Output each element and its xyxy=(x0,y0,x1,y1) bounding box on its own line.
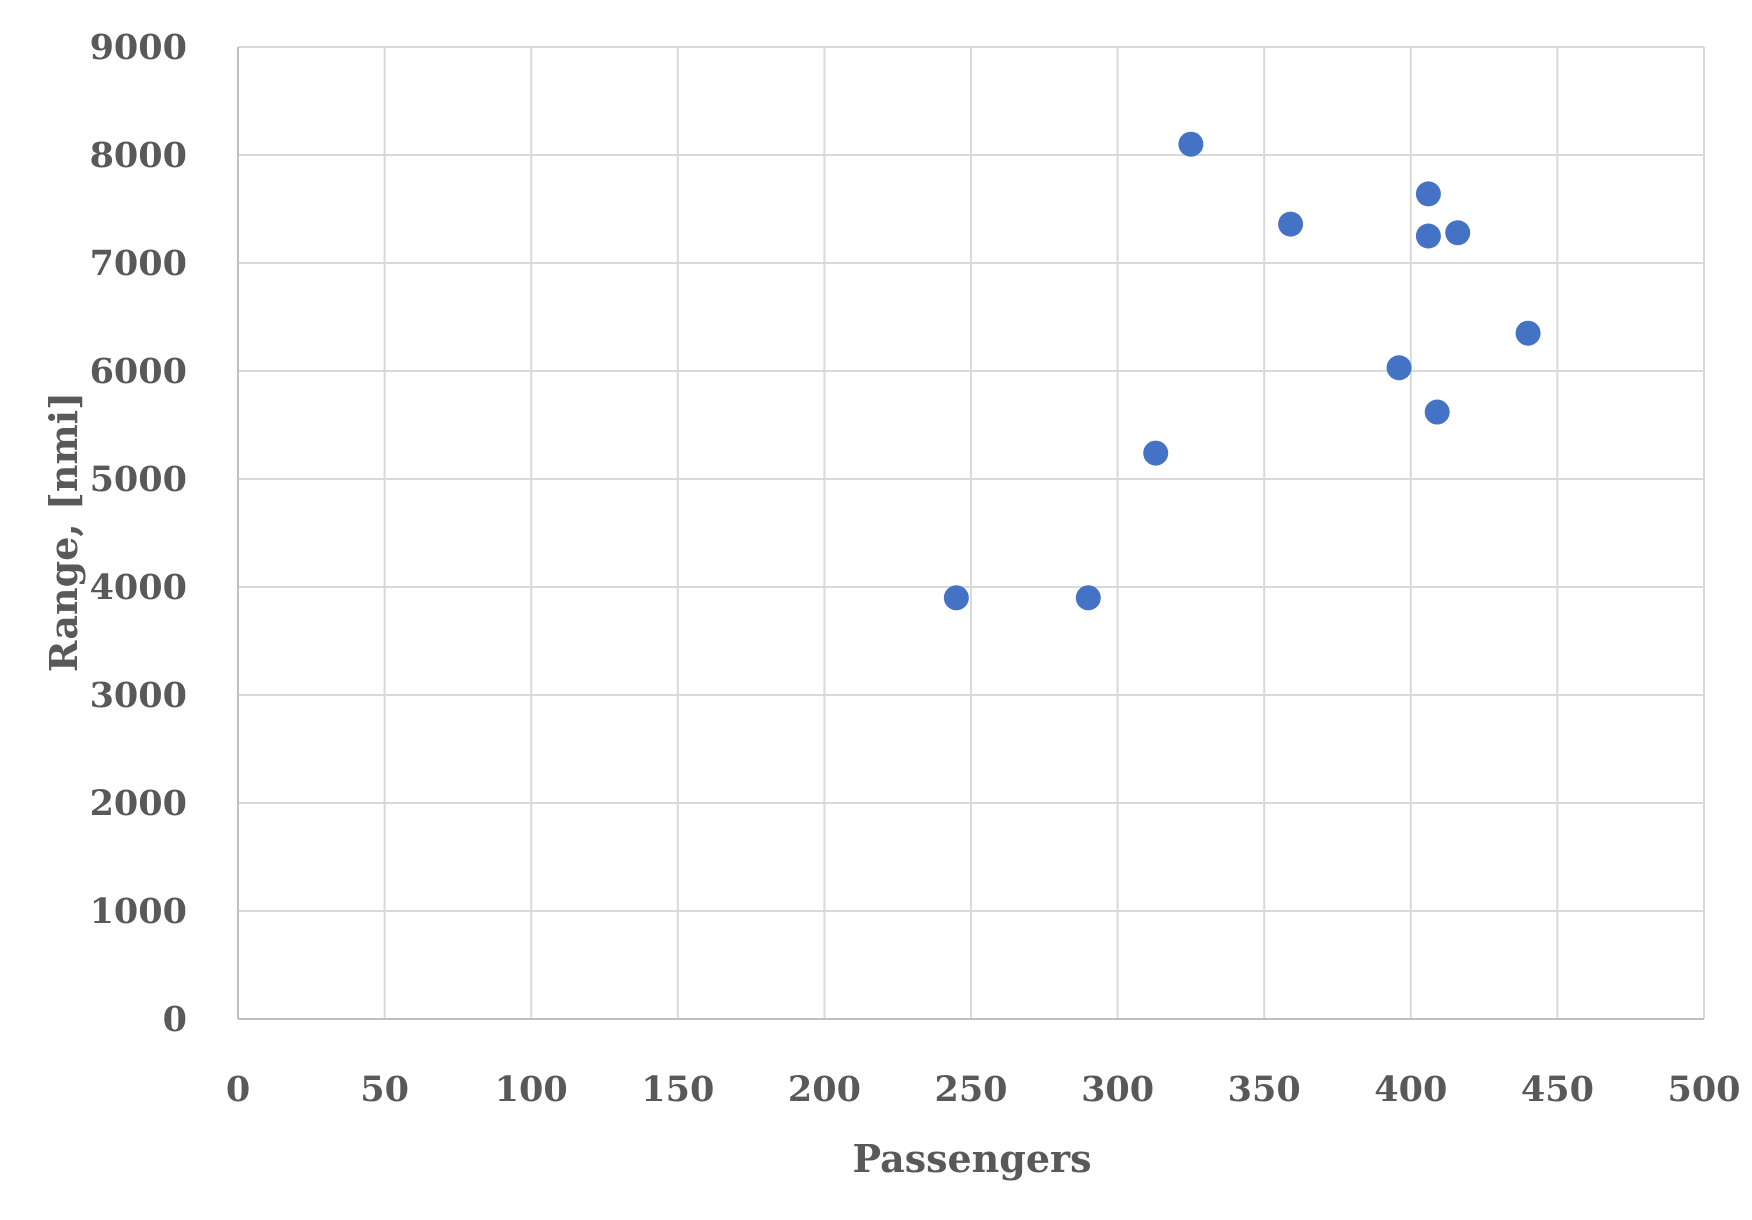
y-tick-label: 8000 xyxy=(90,135,187,176)
x-tick-labels: 0 50 100 150 200 250 300 350 400 450 500 xyxy=(226,1069,1741,1110)
data-point xyxy=(1178,131,1204,157)
y-tick-label: 5000 xyxy=(90,459,187,500)
y-tick-label: 7000 xyxy=(90,243,187,284)
x-tick-label: 400 xyxy=(1374,1069,1447,1110)
data-point xyxy=(1415,181,1441,207)
x-tick-label: 250 xyxy=(934,1069,1007,1110)
x-tick-label: 0 xyxy=(226,1069,250,1110)
x-tick-label: 350 xyxy=(1228,1069,1301,1110)
y-tick-label: 9000 xyxy=(90,27,187,68)
y-tick-labels: 0 1000 2000 3000 4000 5000 6000 7000 8000 9000 xyxy=(90,27,187,1040)
y-axis-title: Range, [nmi] xyxy=(41,392,86,672)
axes xyxy=(237,47,1704,1020)
y-tick-label: 3000 xyxy=(90,675,187,716)
x-tick-label: 200 xyxy=(788,1069,861,1110)
x-tick-label: 300 xyxy=(1081,1069,1154,1110)
x-tick-label: 50 xyxy=(360,1069,409,1110)
x-tick-label: 100 xyxy=(495,1069,568,1110)
data-point xyxy=(1415,223,1441,249)
data-point xyxy=(1515,320,1541,346)
data-point xyxy=(1386,355,1412,381)
data-point xyxy=(1445,220,1471,246)
y-tick-label: 6000 xyxy=(90,351,187,392)
x-tick-label: 500 xyxy=(1667,1069,1740,1110)
data-point xyxy=(1143,440,1169,466)
x-axis-title: Passengers xyxy=(853,1136,1092,1181)
data-point xyxy=(1424,399,1450,425)
x-tick-label: 150 xyxy=(641,1069,714,1110)
data-points xyxy=(943,131,1541,611)
y-tick-label: 4000 xyxy=(90,567,187,608)
y-tick-label: 1000 xyxy=(90,891,187,932)
y-tick-label: 0 xyxy=(163,999,187,1040)
data-point xyxy=(1278,211,1304,237)
y-tick-label: 2000 xyxy=(90,783,187,824)
x-tick-label: 450 xyxy=(1521,1069,1594,1110)
data-point xyxy=(943,585,969,611)
data-point xyxy=(1075,585,1101,611)
gridlines xyxy=(238,46,1705,1019)
